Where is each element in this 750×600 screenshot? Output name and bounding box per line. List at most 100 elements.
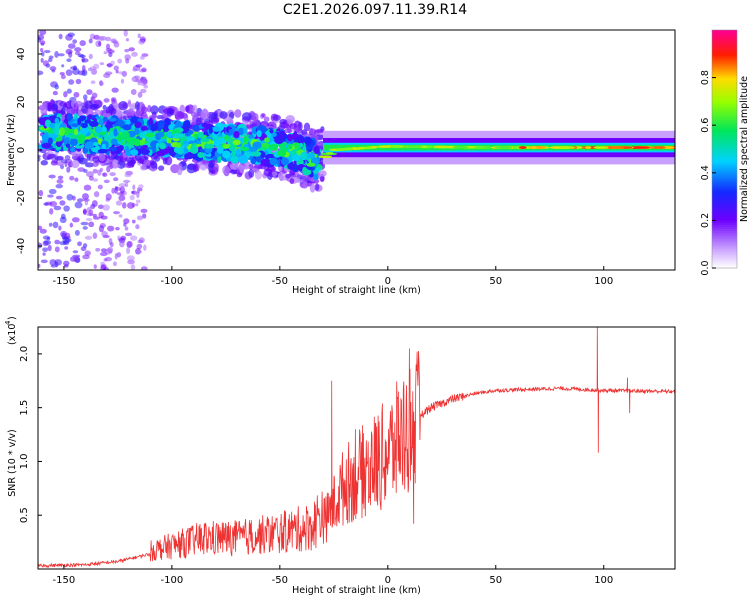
core-blob — [297, 135, 305, 144]
core-blob — [85, 141, 95, 150]
core-blob — [77, 134, 86, 143]
y-scale-label: (x10 — [7, 324, 18, 345]
spectrogram-panel: -150 -100 -50 0 50 100 -40 -20 0 20 40 Height of st… — [6, 29, 676, 296]
core-blob — [173, 147, 180, 154]
noise-blob — [106, 225, 115, 232]
halo-blob — [316, 128, 324, 133]
colorbar-cell — [712, 103, 737, 106]
core-blob — [304, 136, 312, 146]
halo-blob — [210, 117, 219, 124]
halo-blob — [242, 165, 251, 170]
noise-blob — [98, 40, 102, 47]
core-blob — [139, 132, 145, 139]
halo-blob — [318, 170, 327, 177]
halo-blob — [285, 173, 292, 179]
core-blob — [261, 142, 270, 148]
core-blob — [109, 146, 117, 152]
halo-blob — [140, 106, 148, 114]
noise-blob — [86, 89, 93, 96]
noise-blob — [71, 217, 80, 223]
core-blob — [252, 151, 262, 157]
core-blob — [222, 150, 231, 159]
snr-plot-area — [38, 327, 675, 569]
noise-blob — [43, 49, 51, 54]
core-blob — [81, 126, 89, 135]
noise-blob — [109, 172, 116, 177]
noise-blob — [114, 186, 119, 190]
halo-blob — [75, 100, 83, 107]
core-blob — [97, 148, 108, 154]
colorbar-cell — [712, 266, 737, 269]
noise-blob — [75, 78, 82, 85]
colorbar-cell — [712, 85, 737, 89]
halo-blob — [254, 170, 263, 180]
colorbar-cell — [712, 260, 737, 263]
noise-blob — [49, 208, 54, 215]
noise-blob — [72, 195, 76, 201]
band-peak — [663, 146, 675, 149]
core-blob — [238, 127, 245, 136]
band-peak — [557, 146, 576, 149]
colorbar-cell — [712, 49, 737, 53]
noise-blob — [119, 240, 125, 248]
noise-blob — [73, 91, 80, 98]
noise-blob — [102, 172, 108, 177]
halo-blob — [102, 104, 107, 110]
noise-blob — [79, 40, 86, 47]
colorbar-cell — [712, 224, 737, 227]
colorbar-cell — [712, 242, 737, 245]
halo-blob — [40, 160, 49, 166]
band-peak — [365, 146, 374, 149]
halo-blob — [111, 108, 117, 115]
colorbar-tick-label: 0.8 — [700, 70, 711, 85]
colorbar-cell — [712, 230, 737, 233]
noise-blob — [72, 68, 80, 75]
noise-blob — [63, 260, 70, 267]
core-blob — [59, 127, 65, 136]
colorbar-cell — [712, 67, 737, 71]
colorbar-cell — [712, 87, 737, 91]
band-peak — [593, 146, 611, 149]
colorbar-cell — [712, 65, 737, 69]
colorbar-cell — [712, 137, 737, 140]
halo-blob — [253, 164, 264, 169]
core-blob — [228, 128, 234, 135]
halo-blob — [238, 164, 245, 171]
core-blob — [55, 140, 62, 148]
colorbar-cell — [712, 156, 737, 160]
colorbar-frame — [711, 29, 738, 269]
noise-blob — [111, 187, 116, 194]
core-blob — [235, 147, 241, 157]
colorbar-cell — [712, 188, 737, 192]
halo-blob — [84, 100, 94, 110]
core-blob — [144, 133, 155, 138]
colorbar-cell — [712, 119, 737, 122]
noise-blob — [58, 33, 63, 40]
colorbar-cell — [712, 152, 737, 156]
noise-blob — [88, 38, 93, 44]
colorbar-cell — [712, 212, 737, 216]
halo-blob — [236, 172, 243, 178]
colorbar-cell — [712, 75, 737, 79]
colorbar-cell — [712, 101, 737, 104]
core-blob — [192, 124, 201, 132]
core-blob — [287, 162, 296, 170]
core-blob — [248, 134, 255, 140]
colorbar-cell — [712, 133, 737, 136]
core-blob — [217, 155, 222, 164]
noise-blob — [48, 188, 57, 195]
noise-blob — [53, 205, 62, 211]
noise-blob — [93, 264, 97, 269]
noise-blob — [87, 67, 92, 72]
halo-blob — [118, 101, 129, 111]
spectrogram-image — [38, 30, 675, 270]
colorbar-cell — [712, 30, 737, 33]
noise-blob — [82, 209, 87, 214]
noise-blob — [54, 51, 59, 58]
noise-blob — [66, 166, 71, 173]
core-blob — [271, 132, 277, 137]
band-peak — [335, 148, 344, 151]
noise-blob — [125, 232, 133, 237]
noise-blob — [41, 51, 45, 57]
halo-blob — [47, 102, 52, 112]
